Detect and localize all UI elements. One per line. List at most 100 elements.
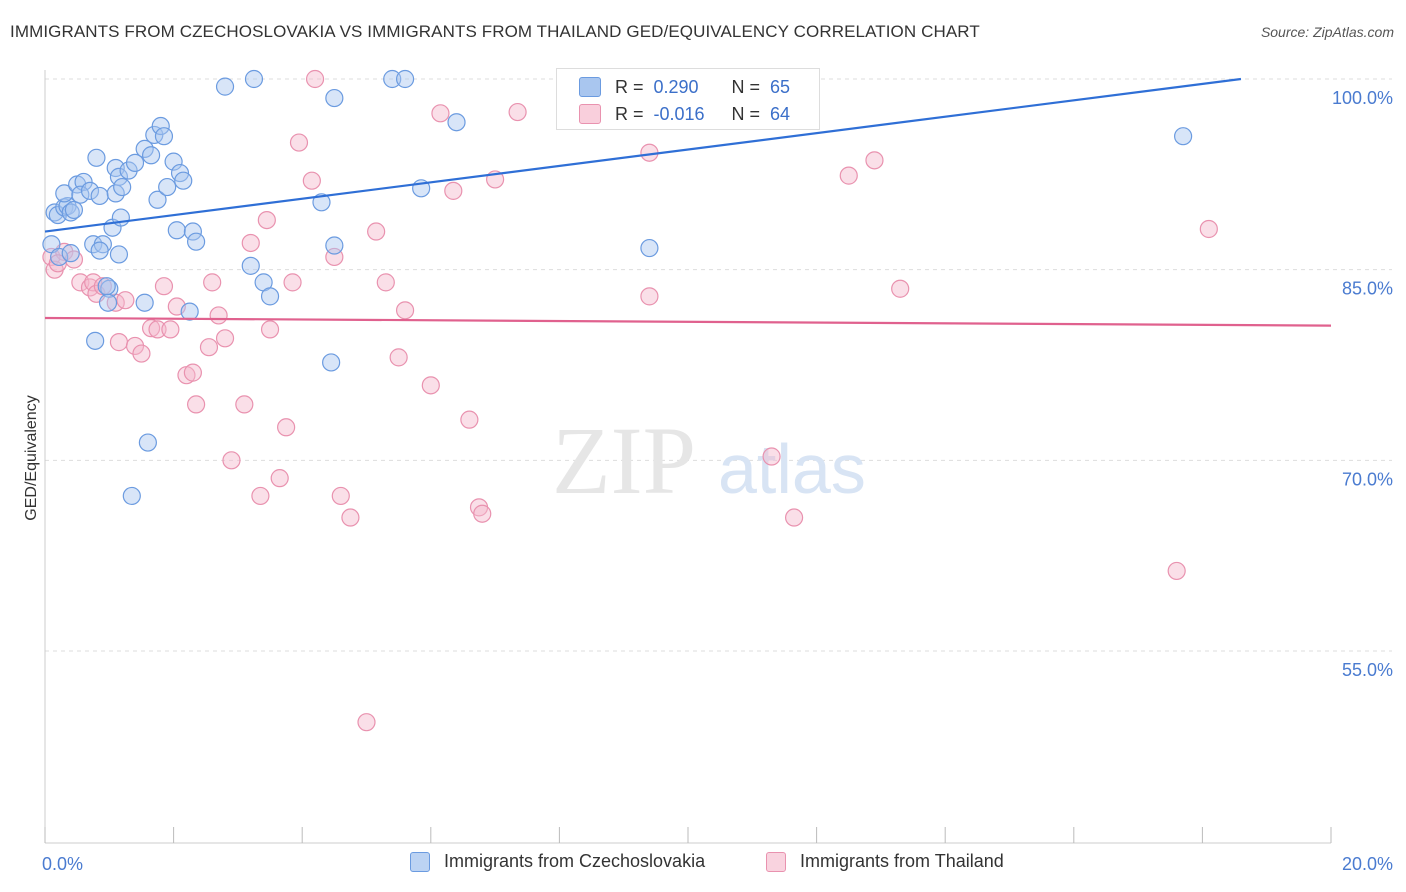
point-thailand [331,486,350,506]
point-czechoslovakia [138,433,157,452]
watermark: ZIP atlas [552,407,866,514]
trend-lines [44,77,1332,327]
stats-legend: R = 0.290 N = 65 R = -0.016 N = 64 [556,68,820,130]
point-czechoslovakia [71,185,90,204]
point-czechoslovakia [109,167,129,186]
point-thailand [891,279,910,298]
point-czechoslovakia [215,77,235,96]
y-tick-label: 70.0% [1342,469,1393,489]
point-thailand [305,69,325,89]
point-thailand [367,222,386,241]
y-tick-label: 85.0% [1342,279,1393,299]
legend-label: Immigrants from Czechoslovakia [444,851,706,871]
point-thailand [183,363,202,382]
point-thailand [203,273,222,292]
point-thailand [109,333,129,352]
point-thailand [762,447,781,466]
point-thailand [257,210,276,230]
point-thailand [865,151,884,170]
point-thailand [222,451,241,470]
point-czechoslovakia [325,236,344,255]
watermark-zip: ZIP [552,407,696,514]
point-thailand [839,166,858,185]
stat-n-value: 64 [770,103,791,124]
series-czechoslovakia [42,69,1193,506]
pink-swatch [579,104,601,124]
y-tick-label: 55.0% [1342,660,1393,680]
stat-r-label: R = [615,76,644,97]
point-thailand [241,233,260,253]
x-tick-label: 0.0% [42,854,83,874]
trend-line-czechoslovakia [44,77,1242,233]
stats-row-pink: R = -0.016 N = 64 [579,101,791,127]
gridlines [45,78,1392,652]
point-czechoslovakia [174,171,193,190]
point-czechoslovakia [122,486,141,506]
point-czechoslovakia [61,203,80,222]
point-czechoslovakia [260,287,280,306]
point-czechoslovakia [98,293,118,312]
stat-r-value: -0.016 [653,103,705,124]
point-czechoslovakia [141,146,161,165]
point-thailand [376,273,395,292]
point-czechoslovakia [383,69,402,89]
point-thailand [154,277,174,296]
stat-r-label: R = [615,103,644,124]
point-thailand [395,301,415,320]
point-thailand [444,181,463,200]
chart-title: IMMIGRANTS FROM CZECHOSLOVAKIA VS IMMIGR… [10,22,980,41]
point-thailand [1167,561,1186,581]
stat-n-label: N = [731,103,761,124]
point-thailand [209,306,228,325]
stat-n-label: N = [731,76,761,97]
point-czechoslovakia [50,247,69,267]
point-thailand [302,171,321,190]
point-czechoslovakia [154,127,174,146]
trend-line-thailand [44,316,1332,327]
y-tick-label: 100.0% [1332,88,1393,108]
point-czechoslovakia [167,221,186,240]
point-thailand [473,504,492,523]
point-thailand [421,376,440,395]
point-czechoslovakia [113,177,132,197]
watermark-atlas: atlas [718,430,866,508]
point-czechoslovakia [151,116,170,136]
point-czechoslovakia [325,88,344,108]
point-thailand [277,418,296,437]
point-thailand [640,287,659,306]
point-thailand [84,273,103,292]
x-tick-label: 20.0% [1342,854,1393,874]
point-czechoslovakia [322,353,341,372]
legend-item-thailand[interactable]: Immigrants from Thailand [766,851,1004,872]
point-thailand [389,348,408,367]
stat-r-value: 0.290 [653,76,699,97]
point-czechoslovakia [187,232,206,251]
point-thailand [215,329,235,348]
point-czechoslovakia [61,244,80,263]
point-czechoslovakia [119,161,138,180]
series-thailand [42,69,1218,732]
source-label: Source: ZipAtlas.com [1260,24,1394,40]
point-czechoslovakia [395,69,415,89]
point-thailand [784,508,804,527]
blue-swatch [579,77,601,97]
legend-label: Immigrants from Thailand [800,851,1004,871]
point-thailand [283,273,302,292]
point-czechoslovakia [183,222,202,241]
bottom-legend: Immigrants from Czechoslovakia Immigrant… [0,851,1406,879]
point-thailand [161,320,180,339]
stat-n-value: 65 [770,76,791,97]
point-thailand [508,102,527,122]
point-thailand [357,713,376,732]
point-czechoslovakia [64,200,84,220]
point-czechoslovakia [90,241,109,260]
point-czechoslovakia [180,302,199,321]
point-czechoslovakia [244,69,264,89]
point-thailand [187,395,206,414]
axis-labels: 100.0% 85.0% 70.0% 55.0% 0.0% 20.0% [42,88,1393,874]
legend-swatch-pink [766,851,786,872]
legend-item-czechoslovakia[interactable]: Immigrants from Czechoslovakia [410,851,705,872]
point-thailand [199,338,219,357]
point-thailand [431,104,450,123]
point-thailand [71,273,90,292]
